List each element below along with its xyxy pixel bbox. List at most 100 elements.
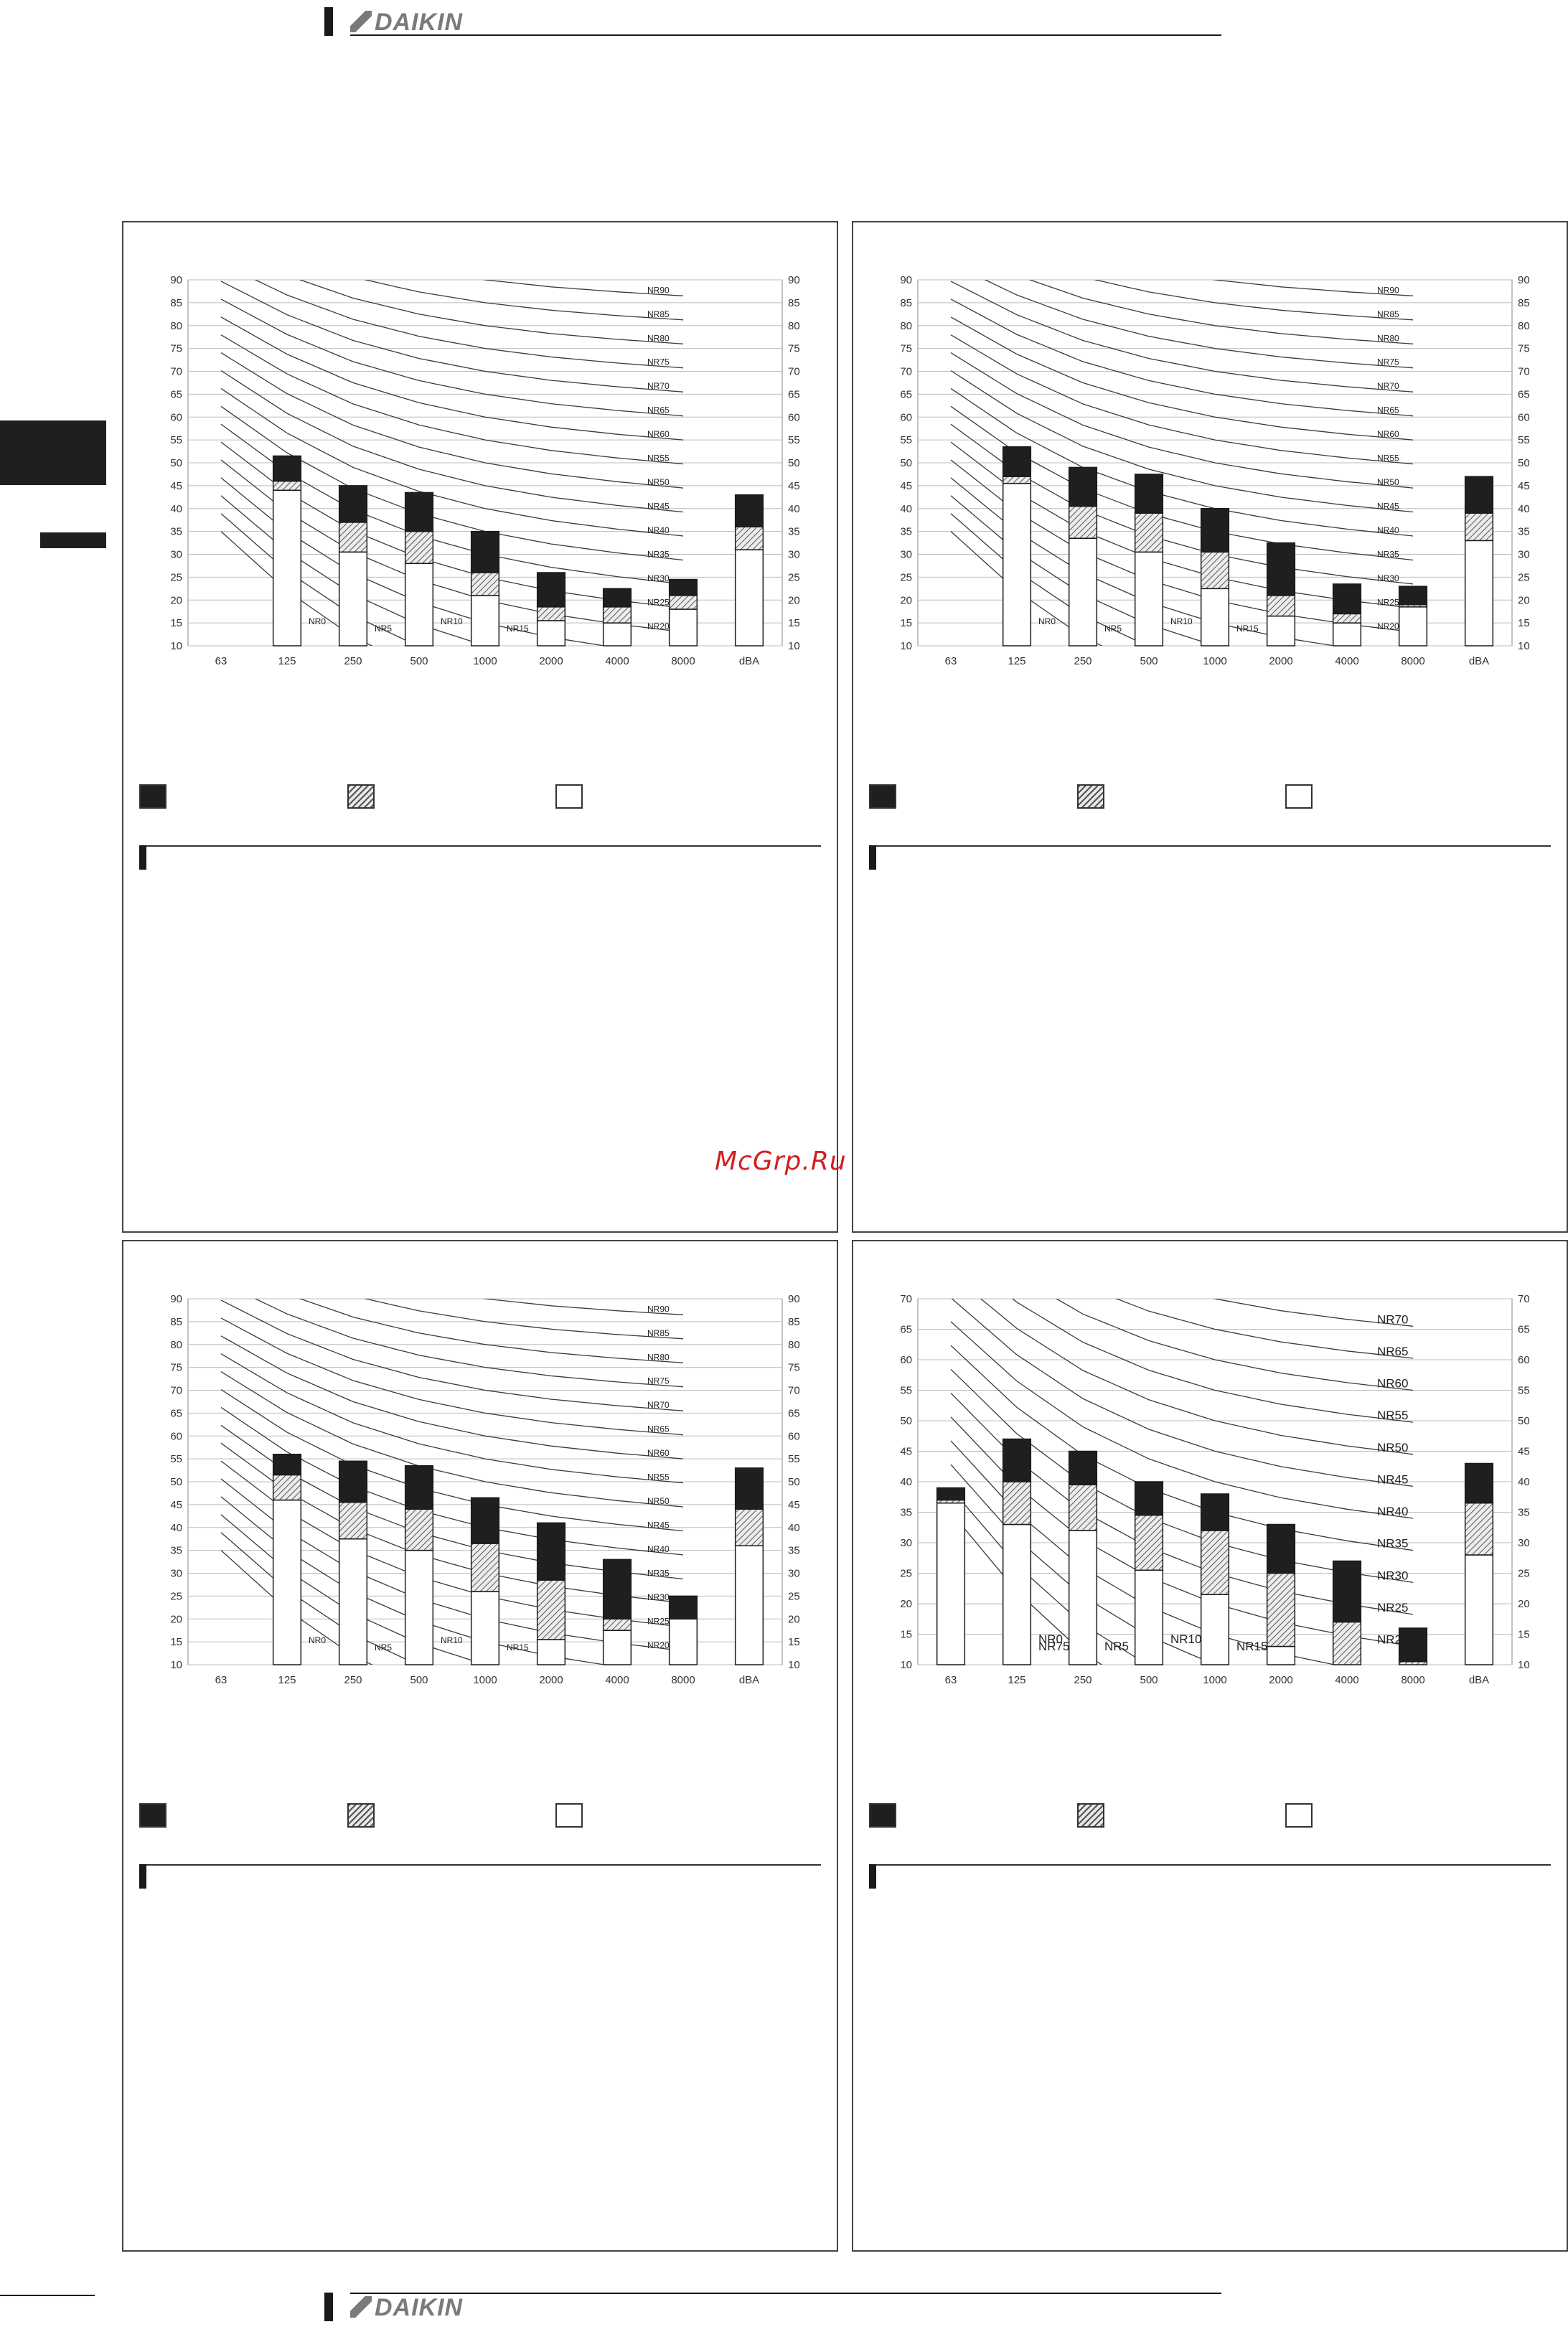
nr-curve [1028, 280, 1414, 344]
open-level-bar [338, 1538, 368, 1665]
hatched-level-bar [1002, 476, 1032, 484]
open-level-bar [1002, 1523, 1032, 1665]
open-level-bar [1266, 615, 1296, 647]
y-tick-label-left: 90 [900, 274, 912, 286]
y-tick-label-left: 80 [170, 1339, 182, 1351]
y-tick-label-left: 70 [170, 1385, 182, 1397]
nr-curve [220, 334, 684, 465]
notes-marker-1 [139, 845, 146, 870]
y-tick-label-right: 50 [1518, 457, 1530, 469]
y-tick-label-left: 20 [900, 1598, 912, 1610]
y-tick-label-right: 30 [788, 549, 800, 561]
nr-curve-label: NR65 [647, 1424, 670, 1434]
open-level-bar [272, 1499, 302, 1665]
y-tick-label-right: 55 [788, 434, 800, 446]
y-tick-label-right: 60 [1518, 411, 1530, 423]
nr-curve-label: NR15 [507, 1642, 529, 1653]
measured-level-bar [602, 1559, 632, 1620]
chart-legend-2 [869, 784, 1558, 813]
y-tick-label-right: 20 [1518, 1598, 1530, 1610]
nr-curve-label: NR45 [1377, 502, 1399, 512]
nr-curve [950, 334, 1414, 465]
x-tick-label: 250 [344, 1674, 362, 1686]
y-tick-label-right: 75 [788, 343, 800, 355]
measured-level-bar [1464, 476, 1494, 514]
y-tick-label-left: 25 [170, 1590, 182, 1602]
nr-curve [220, 1388, 684, 1532]
daikin-logo-text: DAIKIN [375, 2294, 464, 2321]
y-tick-label-right: 25 [788, 571, 800, 583]
x-tick-label: 63 [215, 1674, 227, 1686]
notes-rule-1 [139, 845, 821, 847]
open-level-bar [1398, 606, 1428, 647]
open-level-bar [1134, 1569, 1164, 1665]
measured-level-bar [668, 578, 698, 596]
open-level-bar [1464, 540, 1494, 647]
hatched-level-bar [1002, 1481, 1032, 1526]
y-tick-label-right: 25 [788, 1590, 800, 1602]
nr-curve-label: NR75 [1377, 357, 1399, 367]
y-tick-label-right: 35 [788, 1545, 800, 1557]
y-tick-label-left: 75 [900, 343, 912, 355]
y-tick-label-left: 55 [170, 1453, 182, 1465]
hatched-level-bar [1332, 613, 1362, 624]
section-tab [0, 420, 106, 485]
notes-rule-3 [139, 1864, 821, 1866]
x-tick-label: 2000 [539, 1674, 563, 1686]
x-tick-label: 250 [1074, 1674, 1092, 1686]
y-tick-label-right: 55 [788, 1453, 800, 1465]
hatched-level-bar [668, 595, 698, 610]
y-tick-label-left: 90 [170, 274, 182, 286]
y-tick-label-left: 40 [170, 503, 182, 515]
hatched-level-bar [1200, 1530, 1230, 1595]
nr-curve-label: NR80 [647, 1352, 670, 1362]
measured-level-bar [1266, 1523, 1296, 1574]
y-tick-label-right: 45 [788, 480, 800, 492]
chart-legend-4 [869, 1803, 1558, 1832]
nr-curve-label: NR40 [1377, 525, 1399, 535]
nr-curve-label: NR50 [1377, 1441, 1408, 1454]
nr-curve [363, 1299, 684, 1340]
y-tick-label-right: 15 [1518, 1629, 1530, 1641]
nr-curve-label: NR40 [1377, 1505, 1408, 1518]
open-level-bar [1266, 1645, 1296, 1665]
open-level-bar [1332, 622, 1362, 647]
y-tick-label-right: 35 [788, 526, 800, 538]
nr-curve-label: NR30 [647, 1592, 670, 1602]
measured-level-bar [404, 1465, 434, 1510]
nr-curve-label: NR60 [647, 1448, 670, 1458]
y-tick-label-right: 55 [1518, 434, 1530, 446]
y-tick-label-right: 80 [1518, 320, 1530, 332]
nr-curve [363, 280, 684, 321]
nr-curve [220, 281, 684, 392]
x-tick-label: 4000 [1335, 1674, 1358, 1686]
y-tick-label-right: 10 [1518, 640, 1530, 652]
x-tick-label: 2000 [1269, 1674, 1292, 1686]
hatched-level-bar [1464, 512, 1494, 542]
nr-curve [482, 280, 684, 296]
nr-curve-label: NR70 [647, 381, 670, 391]
open-level-bar [668, 1618, 698, 1665]
nr-curve [1211, 280, 1414, 296]
measured-level-bar [1134, 1481, 1164, 1516]
open-level-bar [404, 1549, 434, 1665]
open-level-bar [1068, 1530, 1098, 1665]
y-tick-label-left: 60 [170, 411, 182, 423]
open-level-bar [338, 551, 368, 647]
nr-curve-label: NR15 [1236, 1640, 1267, 1653]
nr-curve-label: NR25 [1377, 597, 1399, 607]
daikin-logo-icon [350, 2296, 372, 2318]
nr-curve [299, 1299, 684, 1363]
y-tick-label-left: 55 [900, 1385, 912, 1397]
y-tick-label-right: 45 [788, 1499, 800, 1511]
nr-curve-label: NR90 [647, 1304, 670, 1314]
y-tick-label-left: 75 [170, 1362, 182, 1374]
nr-curve-label: NR55 [1377, 1409, 1408, 1422]
open-level-bar [734, 549, 764, 647]
x-tick-label: 500 [410, 1674, 428, 1686]
x-tick-label: 8000 [671, 1674, 695, 1686]
measured-level-bar [338, 485, 368, 523]
y-tick-label-left: 40 [900, 1476, 912, 1488]
nr-curve [220, 387, 684, 537]
nr-curve-label: NR45 [1377, 1472, 1408, 1486]
